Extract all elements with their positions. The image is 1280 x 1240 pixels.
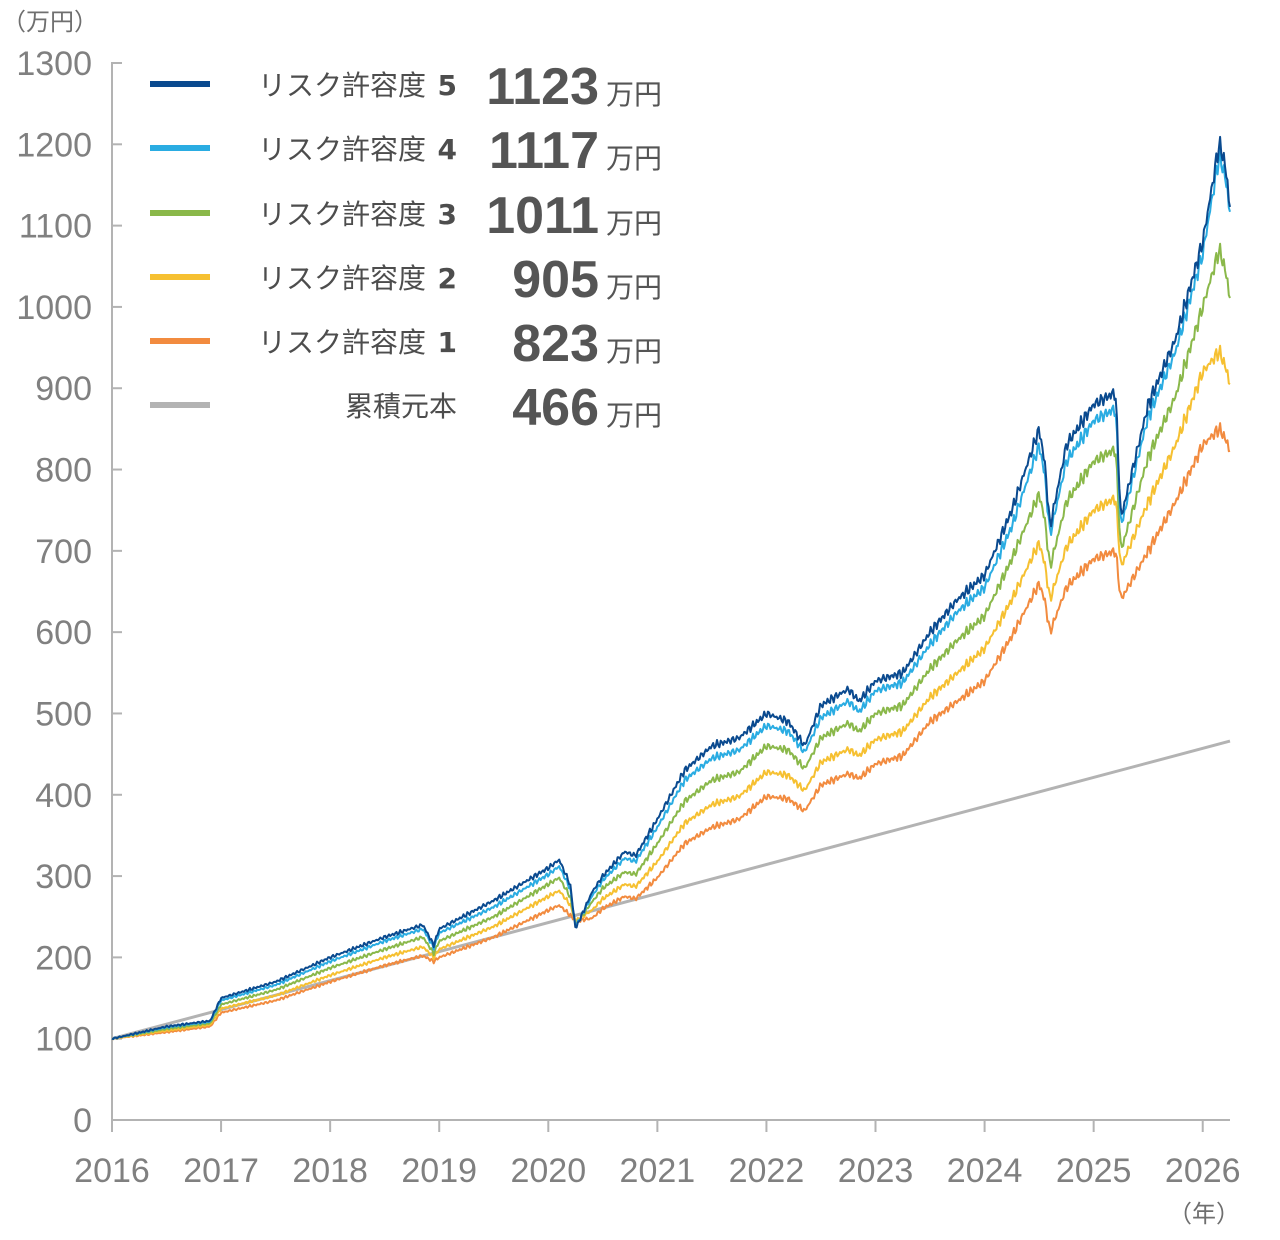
x-tick-label: 2022	[729, 1152, 805, 1190]
legend-level: 4	[438, 133, 457, 166]
y-tick-label: 400	[35, 777, 92, 815]
y-tick-label: 200	[35, 939, 92, 977]
x-ticks: 2016 2017 2018 2019 2020 2021 2022 2023 2024 2025…	[74, 1120, 1241, 1190]
y-tick-label: 1000	[16, 289, 92, 327]
legend-level: 2	[438, 262, 457, 295]
x-tick-label: 2026	[1165, 1152, 1241, 1190]
x-tick-label: 2019	[401, 1152, 477, 1190]
legend-unit: 万円	[606, 271, 662, 304]
x-tick-label: 2017	[183, 1152, 259, 1190]
y-unit-label: （万円）	[2, 8, 98, 36]
y-tick-label: 500	[35, 695, 92, 733]
series-line	[111, 739, 1231, 1041]
legend-level: 3	[438, 198, 457, 231]
legend-label: リスク許容度	[258, 262, 426, 295]
series-lines	[111, 135, 1231, 1041]
series-line	[111, 148, 1231, 1041]
x-tick-label: 2020	[510, 1152, 586, 1190]
y-tick-label: 300	[35, 858, 92, 896]
legend-value: 905	[512, 251, 599, 309]
series-line	[111, 344, 1231, 1041]
series-line	[111, 135, 1231, 1040]
legend-label: リスク許容度	[258, 133, 426, 166]
y-tick-label: 700	[35, 533, 92, 571]
legend-level: 5	[438, 69, 457, 102]
legend-unit: 万円	[606, 207, 662, 240]
y-tick-label: 1200	[16, 126, 92, 164]
y-ticks: 0 100 200 300 400 500 600 700 800 900 1000 1100 1200…	[16, 45, 122, 1140]
legend-value: 466	[512, 379, 599, 437]
legend-label: 累積元本	[345, 390, 457, 423]
y-tick-label: 0	[73, 1102, 92, 1140]
x-unit-label: （年）	[1168, 1200, 1240, 1228]
series-line	[111, 422, 1231, 1041]
x-tick-label: 2025	[1056, 1152, 1132, 1190]
x-tick-label: 2023	[838, 1152, 914, 1190]
legend-value: 823	[512, 315, 599, 373]
legend-unit: 万円	[606, 142, 662, 175]
y-tick-label: 600	[35, 614, 92, 652]
legend-level: 1	[438, 326, 457, 359]
legend-label: リスク許容度	[258, 326, 426, 359]
legend-value: 1011	[486, 187, 599, 245]
legend-label: リスク許容度	[258, 69, 426, 102]
y-tick-label: 1300	[16, 45, 92, 83]
legend-value: 1117	[489, 122, 599, 180]
legend-unit: 万円	[606, 335, 662, 368]
series-line	[111, 242, 1231, 1041]
y-tick-label: 800	[35, 452, 92, 490]
x-tick-label: 2024	[947, 1152, 1023, 1190]
x-tick-label: 2021	[620, 1152, 696, 1190]
legend-unit: 万円	[606, 399, 662, 432]
y-tick-label: 900	[35, 370, 92, 408]
y-tick-label: 1100	[19, 208, 92, 246]
x-tick-label: 2018	[292, 1152, 368, 1190]
legend-unit: 万円	[606, 78, 662, 111]
legend-value: 1123	[486, 58, 599, 116]
legend-label: リスク許容度	[258, 198, 426, 231]
x-tick-label: 2016	[74, 1152, 150, 1190]
y-tick-label: 100	[35, 1021, 92, 1059]
